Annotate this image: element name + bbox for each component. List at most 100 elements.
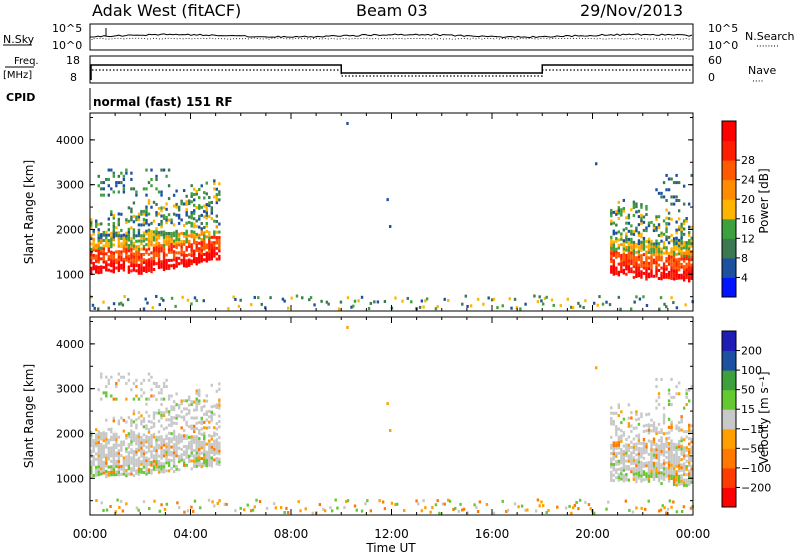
heatmap-cell — [198, 439, 201, 443]
heatmap-cell — [180, 458, 183, 462]
heatmap-cell — [652, 242, 656, 246]
heatmap-cell — [102, 249, 105, 253]
heatmap-cell — [130, 424, 133, 428]
heatmap-cell — [150, 240, 153, 244]
heatmap-cell — [640, 471, 643, 475]
heatmap-cell — [630, 243, 633, 247]
heatmap-cell — [135, 450, 138, 454]
heatmap-cell — [122, 461, 126, 465]
heatmap-cell — [90, 449, 93, 453]
heatmap-cell — [135, 261, 138, 265]
heatmap-cell — [190, 224, 193, 228]
heatmap-cell — [210, 448, 213, 452]
heatmap-cell — [112, 235, 116, 239]
heatmap-cell — [665, 461, 668, 465]
heatmap-cell — [662, 472, 666, 476]
heatmap-cell — [660, 377, 663, 381]
heatmap-cell — [155, 294, 158, 298]
heatmap-cell — [205, 224, 208, 228]
heatmap-cell — [122, 236, 126, 240]
heatmap-cell — [637, 233, 641, 237]
heatmap-cell — [640, 205, 643, 209]
heatmap-cell — [687, 233, 691, 237]
heatmap-cell — [155, 229, 158, 233]
heatmap-cell — [135, 506, 139, 510]
heatmap-cell — [165, 453, 168, 457]
heatmap-cell — [213, 249, 216, 253]
heatmap-cell — [107, 268, 110, 272]
heatmap-cell — [346, 499, 350, 503]
heatmap-cell — [90, 272, 93, 276]
heatmap-cell — [670, 274, 673, 278]
heatmap-cell — [180, 437, 183, 441]
heatmap-cell — [208, 255, 211, 259]
heatmap-cell — [632, 461, 636, 465]
heatmap-cell — [135, 218, 138, 222]
heatmap-cell — [135, 442, 138, 446]
heatmap-cell — [682, 456, 686, 460]
heatmap-cell — [215, 238, 219, 242]
heatmap-cell — [165, 410, 168, 414]
heatmap-cell — [137, 269, 141, 273]
heatmap-cell — [170, 459, 173, 463]
heatmap-cell — [610, 257, 613, 261]
colorbar-tick-label: 200 — [741, 345, 762, 358]
heatmap-cell — [112, 230, 116, 234]
heatmap-cell — [142, 258, 146, 262]
heatmap-cell — [205, 246, 208, 250]
heatmap-cell — [175, 229, 178, 233]
heatmap-cell — [640, 506, 643, 510]
heatmap-cell — [619, 307, 622, 311]
heatmap-cell — [690, 239, 693, 243]
heatmap-cell — [652, 424, 656, 428]
heatmap-cell — [155, 443, 158, 447]
heatmap-cell — [140, 394, 143, 398]
heatmap-cell — [200, 238, 203, 242]
heatmap-cell — [147, 436, 151, 440]
heatmap-cell — [655, 260, 658, 264]
heatmap-cell — [100, 268, 103, 272]
heatmap-cell — [625, 240, 628, 244]
heatmap-cell — [690, 459, 693, 463]
heatmap-cell — [95, 433, 98, 437]
heatmap-cell — [682, 259, 686, 263]
heatmap-cell — [160, 416, 163, 420]
heatmap-cell — [107, 255, 110, 259]
heatmap-cell — [193, 211, 196, 215]
heatmap-cell — [625, 459, 628, 463]
heatmap-cell — [163, 507, 167, 511]
colorbar-swatch — [722, 487, 736, 508]
colorbar-swatch — [722, 467, 736, 488]
heatmap-cell — [218, 444, 221, 448]
heatmap-cell — [97, 230, 100, 234]
heatmap-cell — [665, 267, 668, 271]
heatmap-cell — [690, 424, 693, 428]
heatmap-cell — [652, 477, 656, 481]
heatmap-cell — [130, 177, 133, 181]
heatmap-cell — [645, 429, 648, 433]
heatmap-cell — [90, 234, 93, 238]
heatmap-cell — [657, 457, 661, 461]
heatmap-cell — [120, 181, 123, 185]
heatmap-cell — [622, 474, 626, 478]
heatmap-cell — [92, 245, 95, 249]
heatmap-cell — [200, 405, 203, 409]
heatmap-cell — [117, 236, 121, 240]
heatmap-cell — [187, 460, 191, 464]
heatmap-cell — [610, 443, 613, 447]
heatmap-cell — [675, 220, 678, 224]
heatmap-cell — [632, 448, 636, 452]
heatmap-cell — [142, 465, 146, 469]
heatmap-cell — [117, 220, 121, 224]
heatmap-cell — [635, 472, 638, 476]
heatmap-cell — [167, 248, 171, 252]
heatmap-cell — [647, 261, 651, 265]
colorbar-tick-label: 12 — [741, 232, 755, 245]
heatmap-cell — [642, 215, 646, 219]
heatmap-cell — [90, 226, 93, 230]
heatmap-cell — [610, 211, 613, 215]
heatmap-cell — [175, 205, 178, 209]
heatmap-cell — [672, 472, 676, 476]
heatmap-cell — [162, 462, 166, 466]
